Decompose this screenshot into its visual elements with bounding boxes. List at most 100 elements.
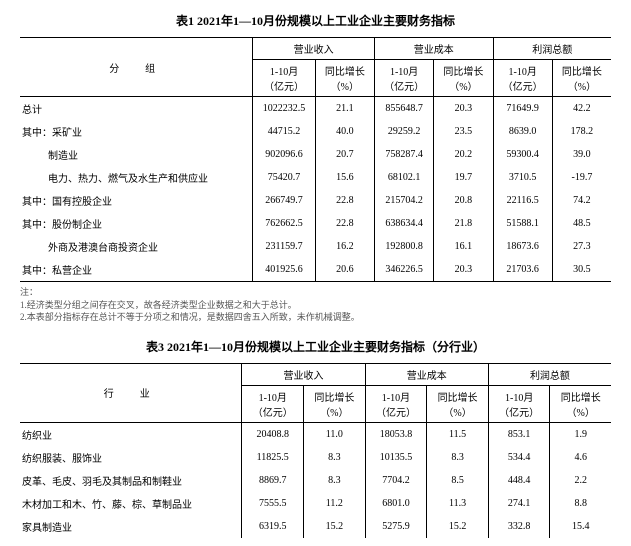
col-sub: 1-10月（亿元） <box>365 385 427 422</box>
cell: 853.1 <box>488 422 550 446</box>
row-label: 木材加工和木、竹、藤、棕、草制品业 <box>20 492 242 515</box>
cell: 231159.7 <box>253 235 315 258</box>
col-sub: 同比增长（%） <box>315 60 374 97</box>
table1: 分 组 营业收入 营业成本 利润总额 1-10月（亿元） 同比增长（%） 1-1… <box>20 37 611 282</box>
row-label: 外商及港澳台商投资企业 <box>20 235 253 258</box>
col-sub: 1-10月（亿元） <box>374 60 433 97</box>
row-header: 行 业 <box>20 363 242 422</box>
cell: 902096.6 <box>253 143 315 166</box>
cell: 1.9 <box>550 422 611 446</box>
table3: 行 业 营业收入 营业成本 利润总额 1-10月（亿元） 同比增长（%） 1-1… <box>20 363 611 538</box>
cell: 51588.1 <box>493 212 552 235</box>
cell: 15.2 <box>427 515 489 538</box>
cell: 8.5 <box>427 469 489 492</box>
col-group: 利润总额 <box>488 363 611 385</box>
row-label: 其中：采矿业 <box>20 120 253 143</box>
cell: 30.5 <box>552 258 611 282</box>
cell: 22116.5 <box>493 189 552 212</box>
cell: 16.2 <box>315 235 374 258</box>
cell: 2.2 <box>550 469 611 492</box>
cell: 16.1 <box>434 235 493 258</box>
table1-title: 表1 2021年1—10月份规模以上工业企业主要财务指标 <box>20 12 611 29</box>
cell: 8.8 <box>550 492 611 515</box>
cell: 11825.5 <box>242 446 304 469</box>
cell: 15.6 <box>315 166 374 189</box>
cell: 3710.5 <box>493 166 552 189</box>
cell: 1022232.5 <box>253 97 315 121</box>
col-sub: 1-10月（亿元） <box>253 60 315 97</box>
cell: 8639.0 <box>493 120 552 143</box>
cell: 21.8 <box>434 212 493 235</box>
row-header: 分 组 <box>20 38 253 97</box>
cell: 855648.7 <box>374 97 433 121</box>
table-row: 其中：私营企业401925.620.6346226.520.321703.630… <box>20 258 611 282</box>
row-label: 纺织业 <box>20 422 242 446</box>
table3-title: 表3 2021年1—10月份规模以上工业企业主要财务指标（分行业） <box>20 338 611 355</box>
cell: 11.3 <box>427 492 489 515</box>
cell: 266749.7 <box>253 189 315 212</box>
cell: 20.3 <box>434 258 493 282</box>
table-row: 其中：国有控股企业266749.722.8215704.220.822116.5… <box>20 189 611 212</box>
cell: 11.5 <box>427 422 489 446</box>
cell: 20.6 <box>315 258 374 282</box>
cell: 27.3 <box>552 235 611 258</box>
cell: 20.3 <box>434 97 493 121</box>
cell: 44715.2 <box>253 120 315 143</box>
cell: 21703.6 <box>493 258 552 282</box>
col-sub: 同比增长（%） <box>550 385 611 422</box>
col-group: 营业成本 <box>365 363 488 385</box>
row-label: 皮革、毛皮、羽毛及其制品和制鞋业 <box>20 469 242 492</box>
col-group: 营业成本 <box>374 38 493 60</box>
cell: 6319.5 <box>242 515 304 538</box>
cell: 59300.4 <box>493 143 552 166</box>
cell: 192800.8 <box>374 235 433 258</box>
cell: 42.2 <box>552 97 611 121</box>
col-sub: 1-10月（亿元） <box>493 60 552 97</box>
table-row: 皮革、毛皮、羽毛及其制品和制鞋业8869.78.37704.28.5448.42… <box>20 469 611 492</box>
row-label: 制造业 <box>20 143 253 166</box>
cell: 20.7 <box>315 143 374 166</box>
row-label: 其中：国有控股企业 <box>20 189 253 212</box>
cell: 20.2 <box>434 143 493 166</box>
table-row: 其中：采矿业44715.240.029259.223.58639.0178.2 <box>20 120 611 143</box>
cell: 18053.8 <box>365 422 427 446</box>
table-row: 纺织业20408.811.018053.811.5853.11.9 <box>20 422 611 446</box>
cell: 8.3 <box>304 446 366 469</box>
cell: 6801.0 <box>365 492 427 515</box>
cell: 274.1 <box>488 492 550 515</box>
col-sub: 同比增长（%） <box>304 385 366 422</box>
cell: 8869.7 <box>242 469 304 492</box>
cell: 20408.8 <box>242 422 304 446</box>
cell: 18673.6 <box>493 235 552 258</box>
cell: 22.8 <box>315 189 374 212</box>
cell: 68102.1 <box>374 166 433 189</box>
cell: 11.0 <box>304 422 366 446</box>
cell: 10135.5 <box>365 446 427 469</box>
cell: 23.5 <box>434 120 493 143</box>
table-row: 总计1022232.521.1855648.720.371649.942.2 <box>20 97 611 121</box>
cell: 39.0 <box>552 143 611 166</box>
table1-notes: 注： 1.经济类型分组之间存在交叉，故各经济类型企业数据之和大于总计。 2.本表… <box>20 286 611 324</box>
cell: 762662.5 <box>253 212 315 235</box>
cell: 332.8 <box>488 515 550 538</box>
cell: 178.2 <box>552 120 611 143</box>
cell: -19.7 <box>552 166 611 189</box>
table-row: 木材加工和木、竹、藤、棕、草制品业7555.511.26801.011.3274… <box>20 492 611 515</box>
table-row: 外商及港澳台商投资企业231159.716.2192800.816.118673… <box>20 235 611 258</box>
cell: 19.7 <box>434 166 493 189</box>
col-group: 营业收入 <box>253 38 375 60</box>
cell: 29259.2 <box>374 120 433 143</box>
cell: 401925.6 <box>253 258 315 282</box>
cell: 71649.9 <box>493 97 552 121</box>
cell: 15.2 <box>304 515 366 538</box>
col-group: 利润总额 <box>493 38 611 60</box>
cell: 21.1 <box>315 97 374 121</box>
cell: 40.0 <box>315 120 374 143</box>
col-sub: 同比增长（%） <box>434 60 493 97</box>
cell: 4.6 <box>550 446 611 469</box>
cell: 534.4 <box>488 446 550 469</box>
cell: 8.3 <box>427 446 489 469</box>
table-row: 电力、热力、燃气及水生产和供应业75420.715.668102.119.737… <box>20 166 611 189</box>
cell: 22.8 <box>315 212 374 235</box>
cell: 74.2 <box>552 189 611 212</box>
